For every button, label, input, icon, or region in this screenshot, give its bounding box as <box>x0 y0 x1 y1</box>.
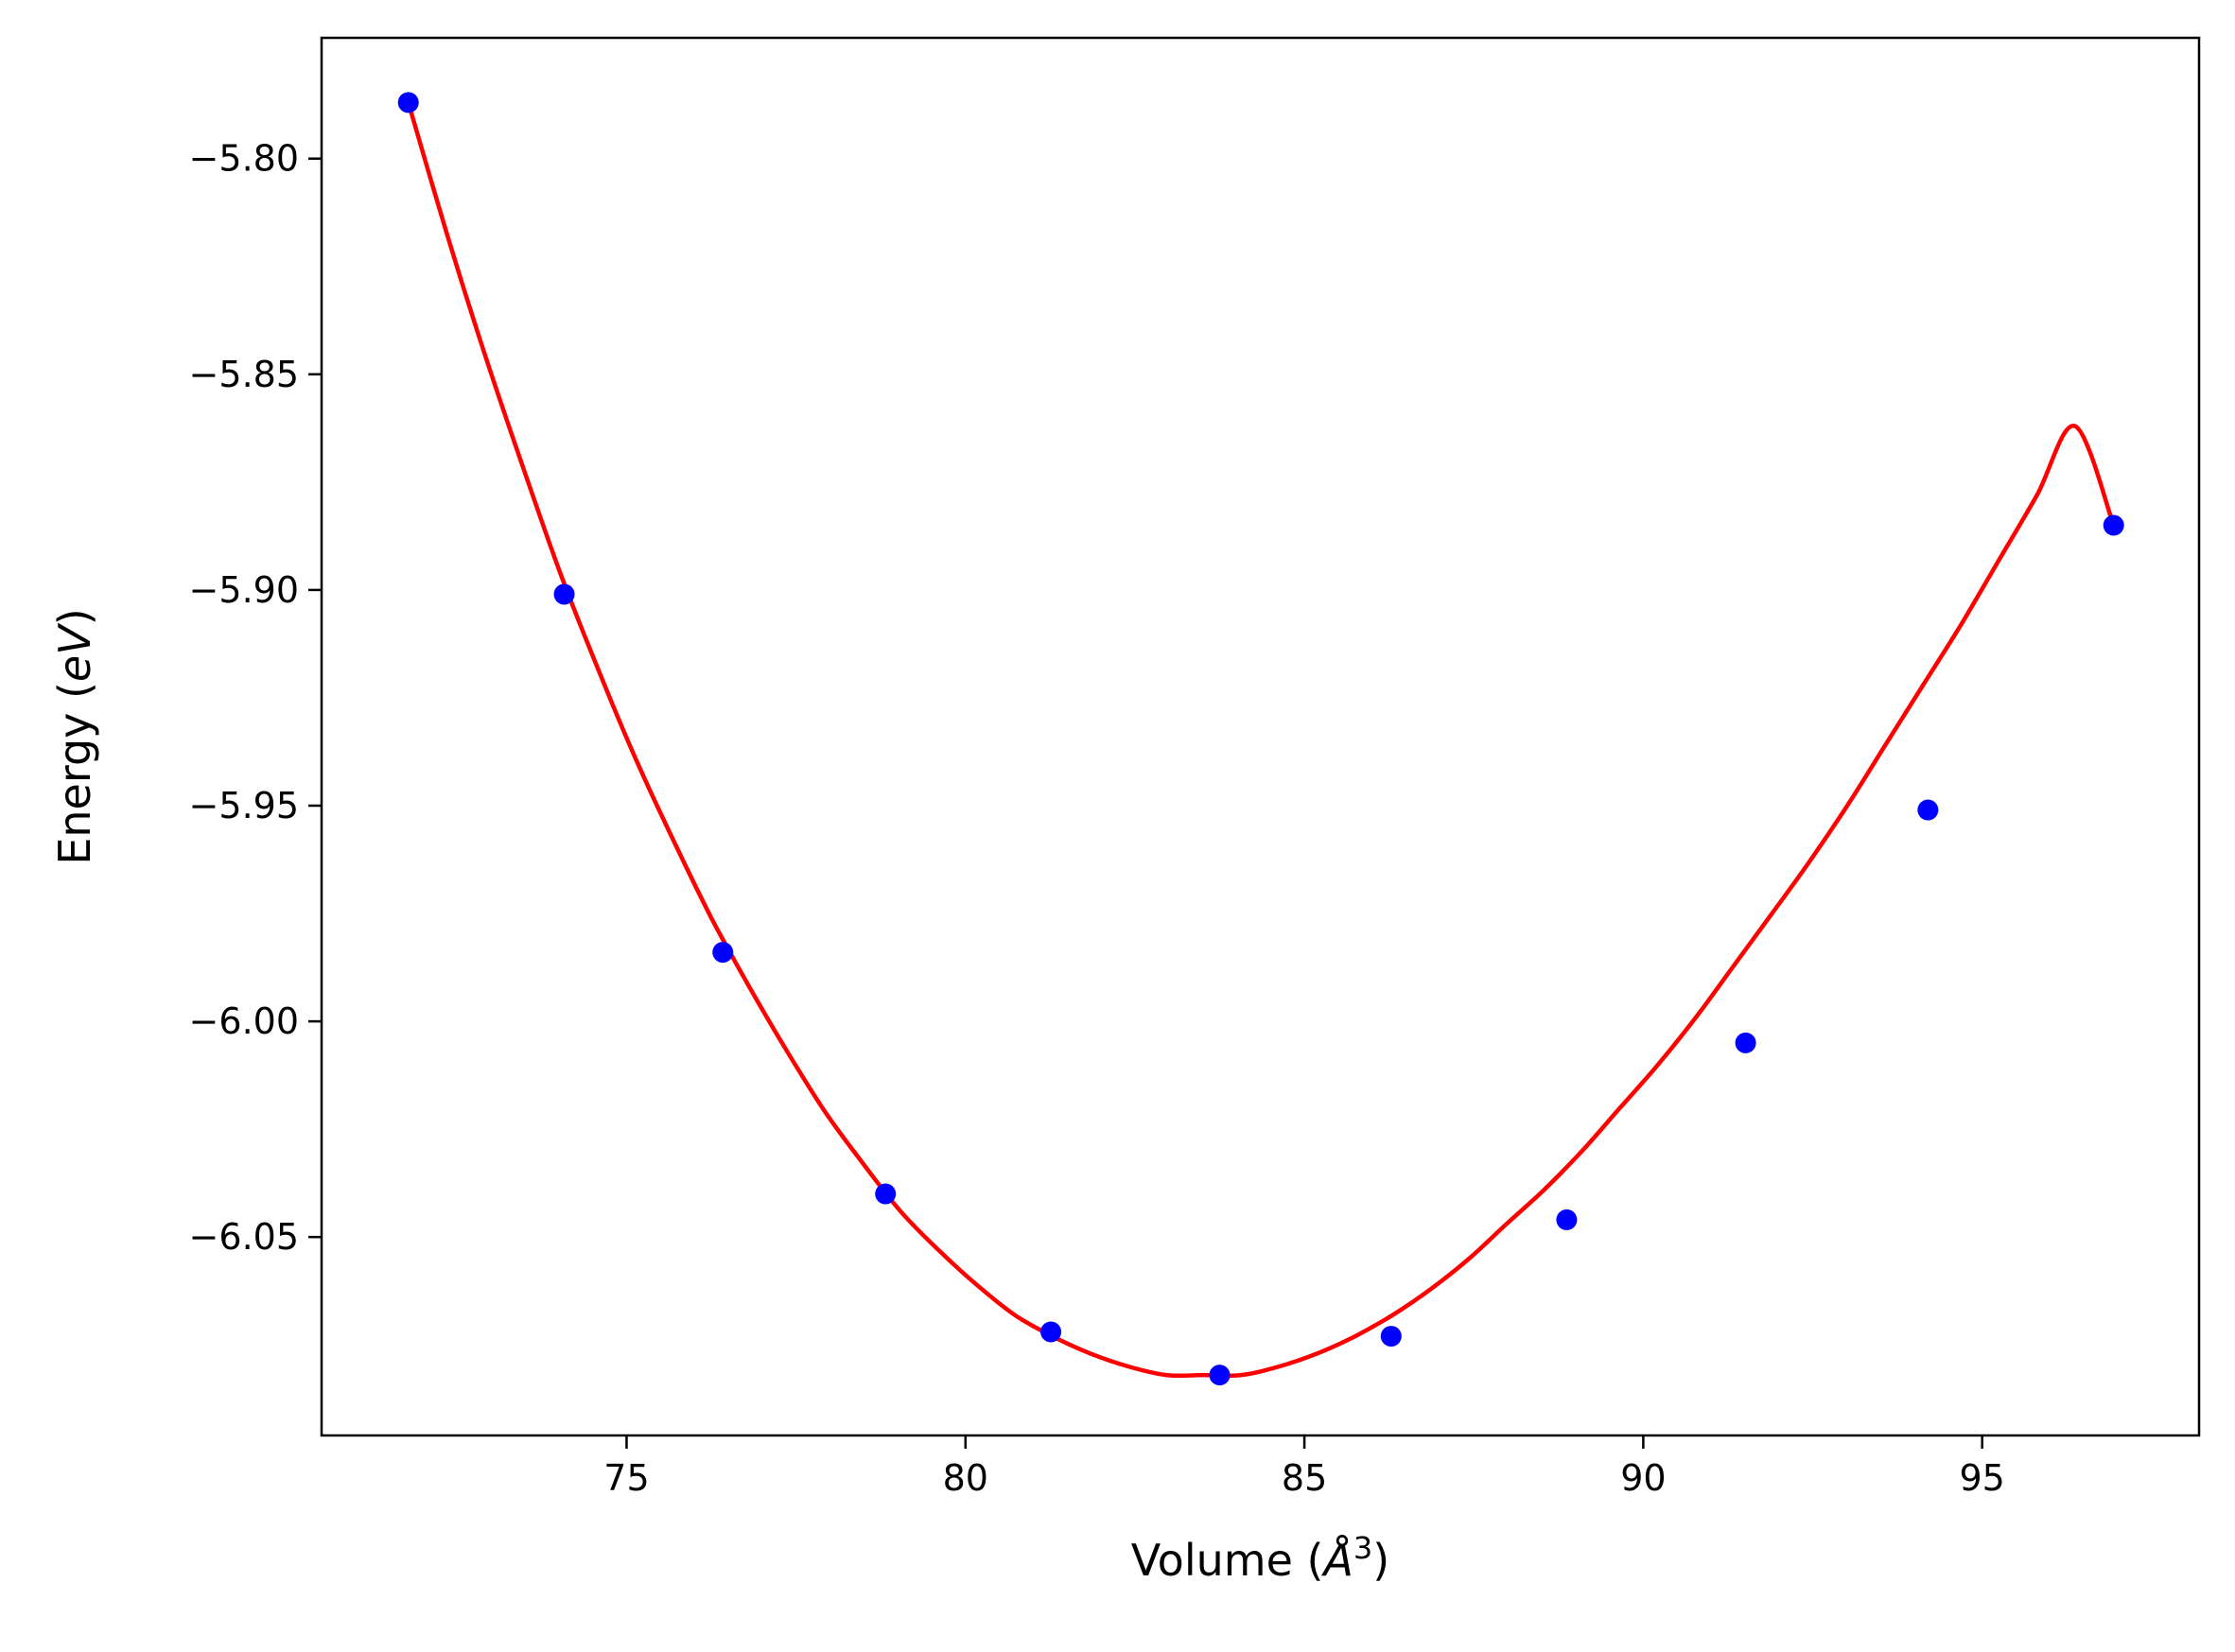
y-axis-title-close: ) <box>49 608 100 625</box>
data-point <box>1556 1209 1578 1230</box>
y-tick-label: −5.90 <box>189 569 299 611</box>
y-axis-title-unit: eV <box>49 622 100 682</box>
data-point <box>1209 1365 1231 1386</box>
x-axis-title-text: Volume ( <box>1131 1535 1324 1586</box>
x-tick-label: 90 <box>1620 1457 1666 1499</box>
fit-curve-line <box>406 101 2116 1379</box>
y-tick-label: −5.80 <box>189 138 299 180</box>
x-tick-label: 95 <box>1960 1457 2005 1499</box>
y-axis-title-text: Energy ( <box>49 682 100 865</box>
data-point <box>1040 1321 1062 1343</box>
data-point <box>1917 799 1939 821</box>
data-point <box>1380 1326 1402 1348</box>
y-axis-ticks: −5.80 −5.85 −5.90 −5.95 −6.00 −6.05 <box>189 138 322 1258</box>
data-point <box>553 583 575 605</box>
x-tick-label: 85 <box>1282 1457 1327 1499</box>
y-tick-label: −6.00 <box>189 1000 299 1042</box>
x-axis-title-exponent: 3 <box>1353 1530 1372 1566</box>
y-tick-label: −5.95 <box>189 785 299 826</box>
x-tick-label: 75 <box>603 1457 649 1499</box>
y-tick-label: −6.05 <box>189 1216 299 1258</box>
x-tick-label: 80 <box>943 1457 988 1499</box>
data-point <box>1735 1032 1756 1053</box>
data-point <box>397 92 419 113</box>
data-point <box>875 1183 897 1205</box>
y-axis-title: Energy (eV) <box>49 608 100 864</box>
x-axis-title-close: ) <box>1372 1535 1389 1586</box>
plot-marks <box>397 92 2124 1386</box>
data-point <box>712 942 734 964</box>
data-point <box>2103 514 2124 536</box>
x-axis-ticks: 75 80 85 90 95 <box>603 1435 2005 1499</box>
x-axis-title: Volume (Å3) <box>1131 1530 1389 1586</box>
plot-frame <box>320 36 2201 1437</box>
x-axis-title-unit: Å <box>1320 1535 1353 1586</box>
y-tick-label: −5.85 <box>189 354 299 395</box>
